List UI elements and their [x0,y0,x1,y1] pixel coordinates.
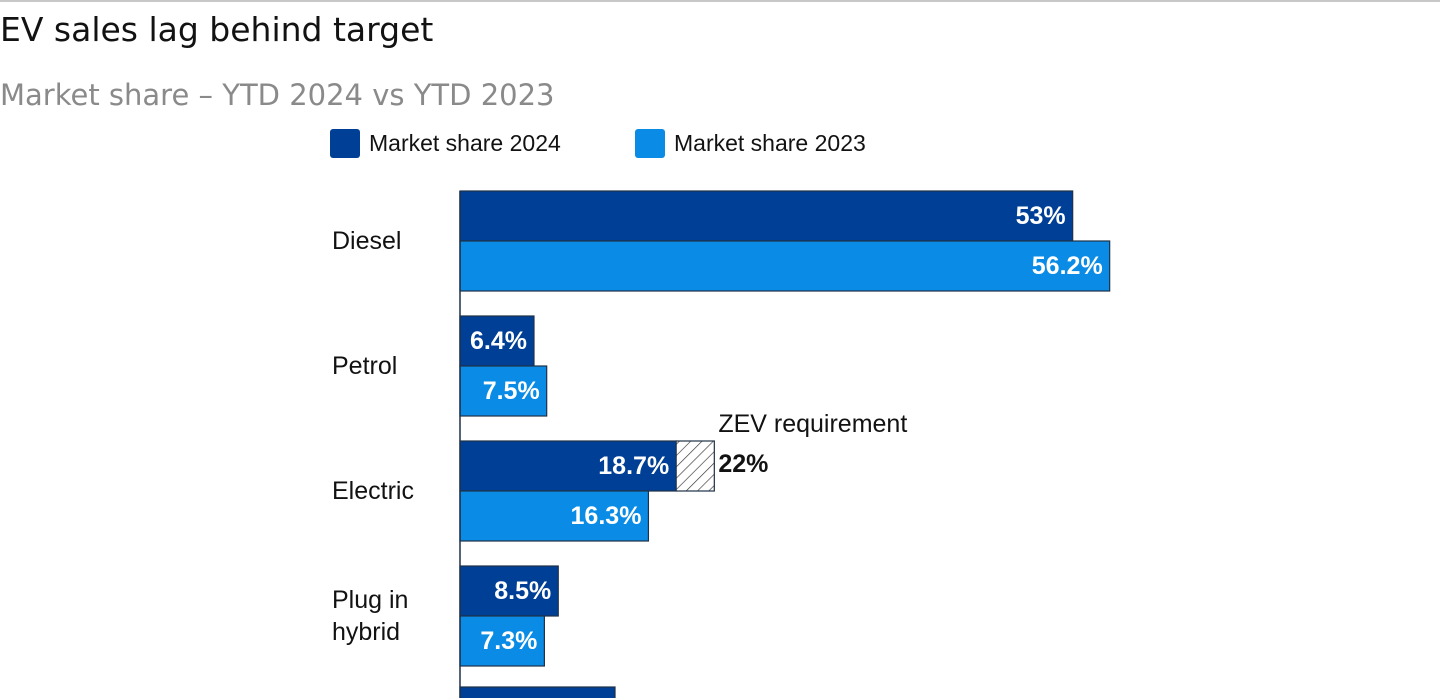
legend-swatch-2023 [635,129,665,158]
category-label-plug-in-hybrid: Plug in hybrid [332,586,408,646]
category-label-electric: Electric [332,477,414,505]
category-label-petrol: Petrol [332,352,397,380]
zev-requirement-gap [675,440,715,492]
data-label-diesel-2024: 53% [1016,202,1066,230]
top-rule [0,0,1440,2]
bar-plug-in-hybrid-2023 [459,615,545,667]
bar-plug-in-hybrid-2024 [459,565,559,617]
annotation-value: 22% [718,450,768,478]
bar-electric-2023 [459,490,650,542]
data-label-plug-in-hybrid-2024: 8.5% [494,577,551,605]
legend: Market share 2024 Market share 2023 [330,129,866,158]
legend-label-2024: Market share 2024 [369,130,561,156]
legend-swatch-2024 [330,129,360,158]
data-label-diesel-2023: 56.2% [1032,252,1103,280]
chart-title: EV sales lag behind target [0,10,434,49]
annotation-label: ZEV requirement [718,410,907,438]
category-label-diesel: Diesel [332,227,401,255]
data-label-electric-2024: 18.7% [598,452,669,480]
plot-area: Diesel 53% 56.2% Petrol 6.4% 7.5% Electric 18.7… [332,190,1111,698]
data-label-plug-in-hybrid-2023: 7.3% [480,627,537,655]
legend-label-2023: Market share 2023 [674,130,866,156]
data-label-electric-2023: 16.3% [571,502,642,530]
bar-petrol-2024 [459,315,535,367]
bar-diesel-2024 [459,190,1074,242]
chart-subtitle: Market share – YTD 2024 vs YTD 2023 [0,78,555,112]
data-label-petrol-2023: 7.5% [483,377,540,405]
data-label-petrol-2024: 6.4% [470,327,527,355]
bar-cropped-next-category [459,686,616,698]
bar-diesel-2023 [459,240,1111,292]
